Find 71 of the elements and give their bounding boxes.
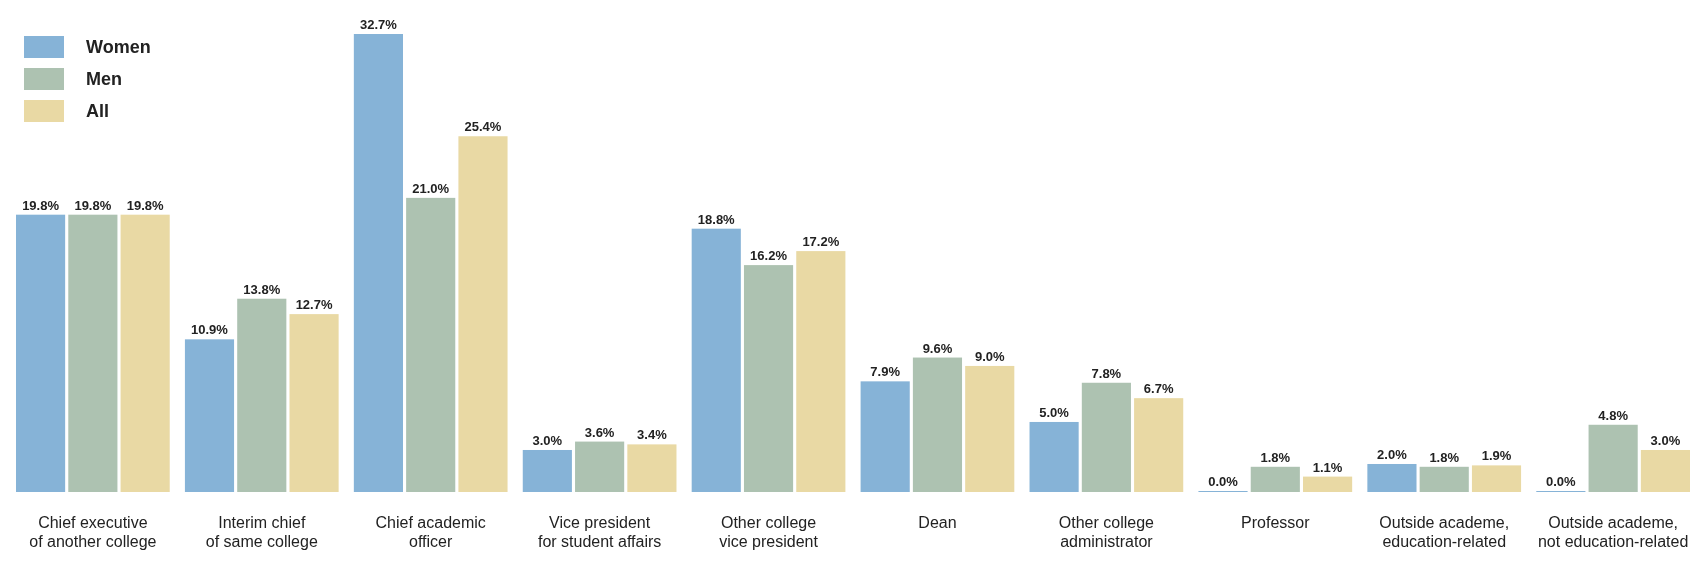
data-label: 3.4% — [637, 427, 668, 443]
data-label: 3.0% — [532, 432, 563, 448]
bar — [627, 444, 677, 492]
data-label: 7.8% — [1091, 365, 1122, 381]
bar — [353, 34, 403, 492]
x-tick-label: Dean — [918, 514, 957, 531]
data-label: 6.7% — [1143, 381, 1174, 397]
bar — [1419, 466, 1469, 492]
bar — [1640, 449, 1690, 492]
data-label: 16.2% — [750, 248, 788, 264]
bar — [1029, 421, 1079, 492]
data-label: 21.0% — [412, 180, 450, 196]
bar — [16, 214, 66, 492]
data-label: 5.0% — [1039, 404, 1070, 420]
bar — [691, 228, 741, 492]
bar — [406, 197, 456, 492]
bar — [120, 214, 170, 492]
data-label: 13.8% — [243, 281, 281, 297]
data-label: 25.4% — [464, 119, 502, 135]
data-label: 1.8% — [1429, 449, 1460, 465]
bar — [1588, 424, 1638, 492]
data-label: 17.2% — [802, 234, 840, 250]
data-label: 9.6% — [922, 340, 953, 356]
bar — [184, 339, 235, 492]
x-tick-label: Other college administrator — [1058, 514, 1155, 550]
data-label: 19.8% — [74, 197, 112, 213]
bar — [1471, 465, 1522, 492]
data-label: 7.9% — [870, 364, 901, 380]
bar — [1250, 466, 1300, 492]
data-label: 9.0% — [974, 348, 1005, 364]
x-tick-label: Chief academic officer — [375, 514, 486, 550]
data-label: 10.9% — [191, 322, 229, 338]
data-label: 3.6% — [584, 424, 615, 440]
bar — [743, 265, 794, 492]
data-label: 1.1% — [1312, 459, 1343, 475]
bar — [237, 298, 287, 492]
bar — [1303, 476, 1353, 492]
legend-label: Women — [86, 37, 151, 57]
bar — [912, 357, 963, 492]
bar — [1081, 382, 1131, 492]
bar — [860, 381, 910, 492]
bar — [522, 449, 572, 492]
legend-label: Men — [86, 69, 122, 89]
data-label: 19.8% — [22, 197, 60, 213]
x-tick-label: Interim chief of same college — [205, 514, 318, 550]
x-tick-label: Other college vice president — [719, 514, 819, 550]
bar — [68, 214, 118, 492]
bar — [1367, 463, 1417, 492]
data-label: 0.0% — [1546, 474, 1577, 489]
bar — [575, 441, 625, 492]
data-label: 1.8% — [1260, 449, 1291, 465]
legend-label: All — [86, 101, 110, 121]
bar — [965, 365, 1015, 492]
bar — [289, 314, 339, 492]
x-tick-label: Outside academe, not education-related — [1537, 514, 1689, 550]
x-tick-label: Outside academe, education-related — [1379, 514, 1510, 550]
data-label: 12.7% — [295, 297, 333, 313]
data-label: 3.0% — [1650, 432, 1681, 448]
bar — [796, 251, 846, 492]
data-label: 4.8% — [1598, 407, 1629, 423]
x-tick-label: Vice president for student affairs — [537, 514, 662, 550]
x-tick-label: Chief executive of another college — [29, 514, 157, 550]
data-label: 0.0% — [1208, 474, 1239, 489]
data-label: 19.8% — [126, 197, 165, 213]
data-label: 1.9% — [1481, 448, 1512, 464]
x-tick-label: Professor — [1241, 514, 1311, 531]
bar — [458, 136, 508, 492]
data-label: 32.7% — [359, 17, 398, 32]
data-label: 18.8% — [697, 211, 736, 227]
bar — [1134, 398, 1184, 492]
data-label: 2.0% — [1377, 446, 1408, 462]
